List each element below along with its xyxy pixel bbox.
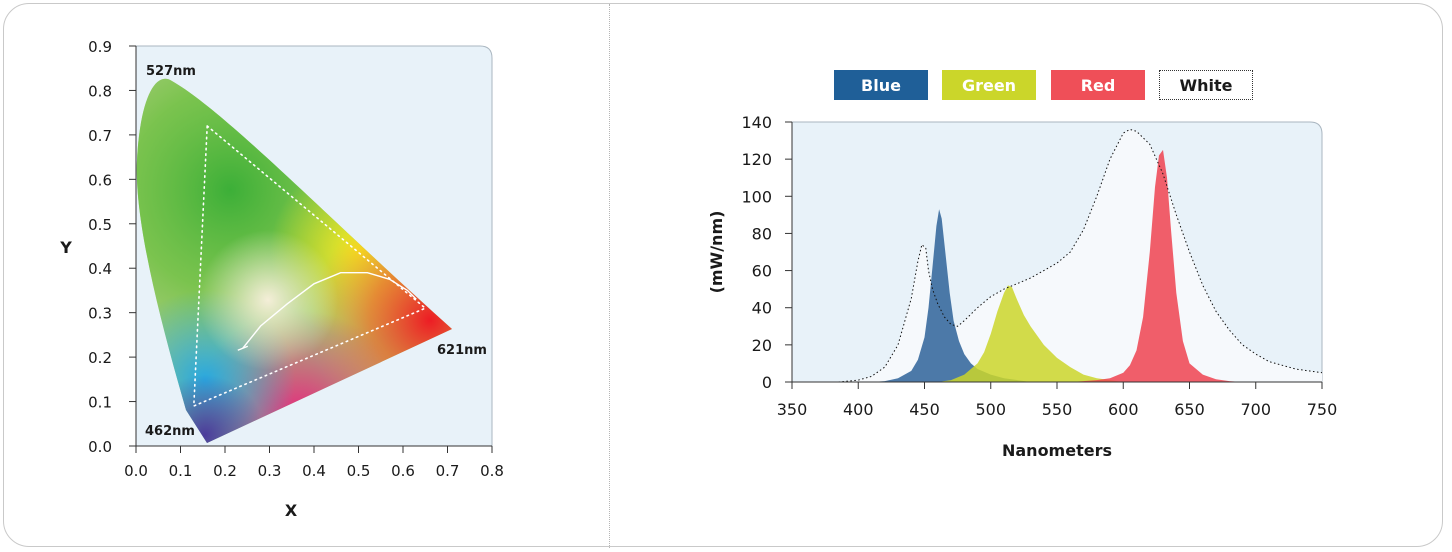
- y-tick-label: 0.3: [88, 305, 112, 323]
- y-tick-label: 0.9: [88, 38, 112, 56]
- x-tick-label: 0.8: [480, 462, 504, 480]
- x-tick-label: 700: [1240, 400, 1271, 419]
- x-tick-label: 0.1: [169, 462, 193, 480]
- x-tick-label: 0.6: [391, 462, 415, 480]
- planckian-locus-curve: [242, 272, 417, 349]
- series-blue-area: [871, 209, 1031, 382]
- panel-divider: [609, 4, 610, 548]
- y-tick-label: 0.0: [88, 438, 112, 456]
- y-tick-label: 0.8: [88, 82, 112, 100]
- chromaticity-x-axis-label: X: [285, 501, 298, 520]
- y-tick-label: 20: [752, 336, 772, 355]
- y-tick-label: 0.1: [88, 394, 112, 412]
- y-tick-label: 0: [762, 373, 772, 392]
- x-tick-label: 750: [1307, 400, 1338, 419]
- x-tick-label: 0.0: [124, 462, 148, 480]
- x-tick-label: 0.7: [436, 462, 460, 480]
- y-tick-label: 0.6: [88, 171, 112, 189]
- y-tick-label: 0.4: [88, 260, 112, 278]
- x-tick-label: 0.3: [258, 462, 282, 480]
- y-tick-label: 60: [752, 262, 772, 281]
- spectrum-x-axis-label: Nanometers: [1002, 441, 1112, 460]
- x-tick-label: 350: [777, 400, 808, 419]
- y-tick-label: 40: [752, 299, 772, 318]
- x-tick-label: 0.2: [213, 462, 237, 480]
- x-tick-label: 450: [909, 400, 940, 419]
- series-white-line: [838, 128, 1323, 383]
- series-green-area: [937, 285, 1124, 382]
- x-tick-label: 0.4: [302, 462, 326, 480]
- y-tick-label: 0.7: [88, 127, 112, 145]
- x-tick-label: 650: [1174, 400, 1205, 419]
- series-red-area: [1070, 149, 1256, 382]
- legend-red: Red: [1051, 70, 1145, 100]
- x-tick-label: 500: [975, 400, 1006, 419]
- locus-label-462nm: 462nm: [145, 424, 195, 439]
- y-tick-label: 0.2: [88, 349, 112, 367]
- spectrum-y-axis-label: (mW/nm): [707, 211, 726, 294]
- chromaticity-y-axis-label: Y: [59, 238, 72, 257]
- y-tick-label: 120: [741, 150, 772, 169]
- locus-label-527nm: 527nm: [146, 64, 196, 79]
- x-tick-label: 400: [843, 400, 874, 419]
- legend-green: Green: [942, 70, 1036, 100]
- planckian-locus-endcap: [237, 345, 249, 351]
- x-tick-label: 0.5: [347, 462, 371, 480]
- locus-label-621nm: 621nm: [437, 343, 487, 358]
- legend-white: White: [1159, 70, 1253, 100]
- y-tick-label: 0.5: [88, 216, 112, 234]
- y-tick-label: 140: [741, 113, 772, 132]
- y-tick-label: 80: [752, 224, 772, 243]
- legend-blue: Blue: [834, 70, 928, 100]
- x-tick-label: 550: [1042, 400, 1073, 419]
- series-white-area: [838, 129, 1322, 382]
- x-tick-label: 600: [1108, 400, 1139, 419]
- y-tick-label: 100: [741, 187, 772, 206]
